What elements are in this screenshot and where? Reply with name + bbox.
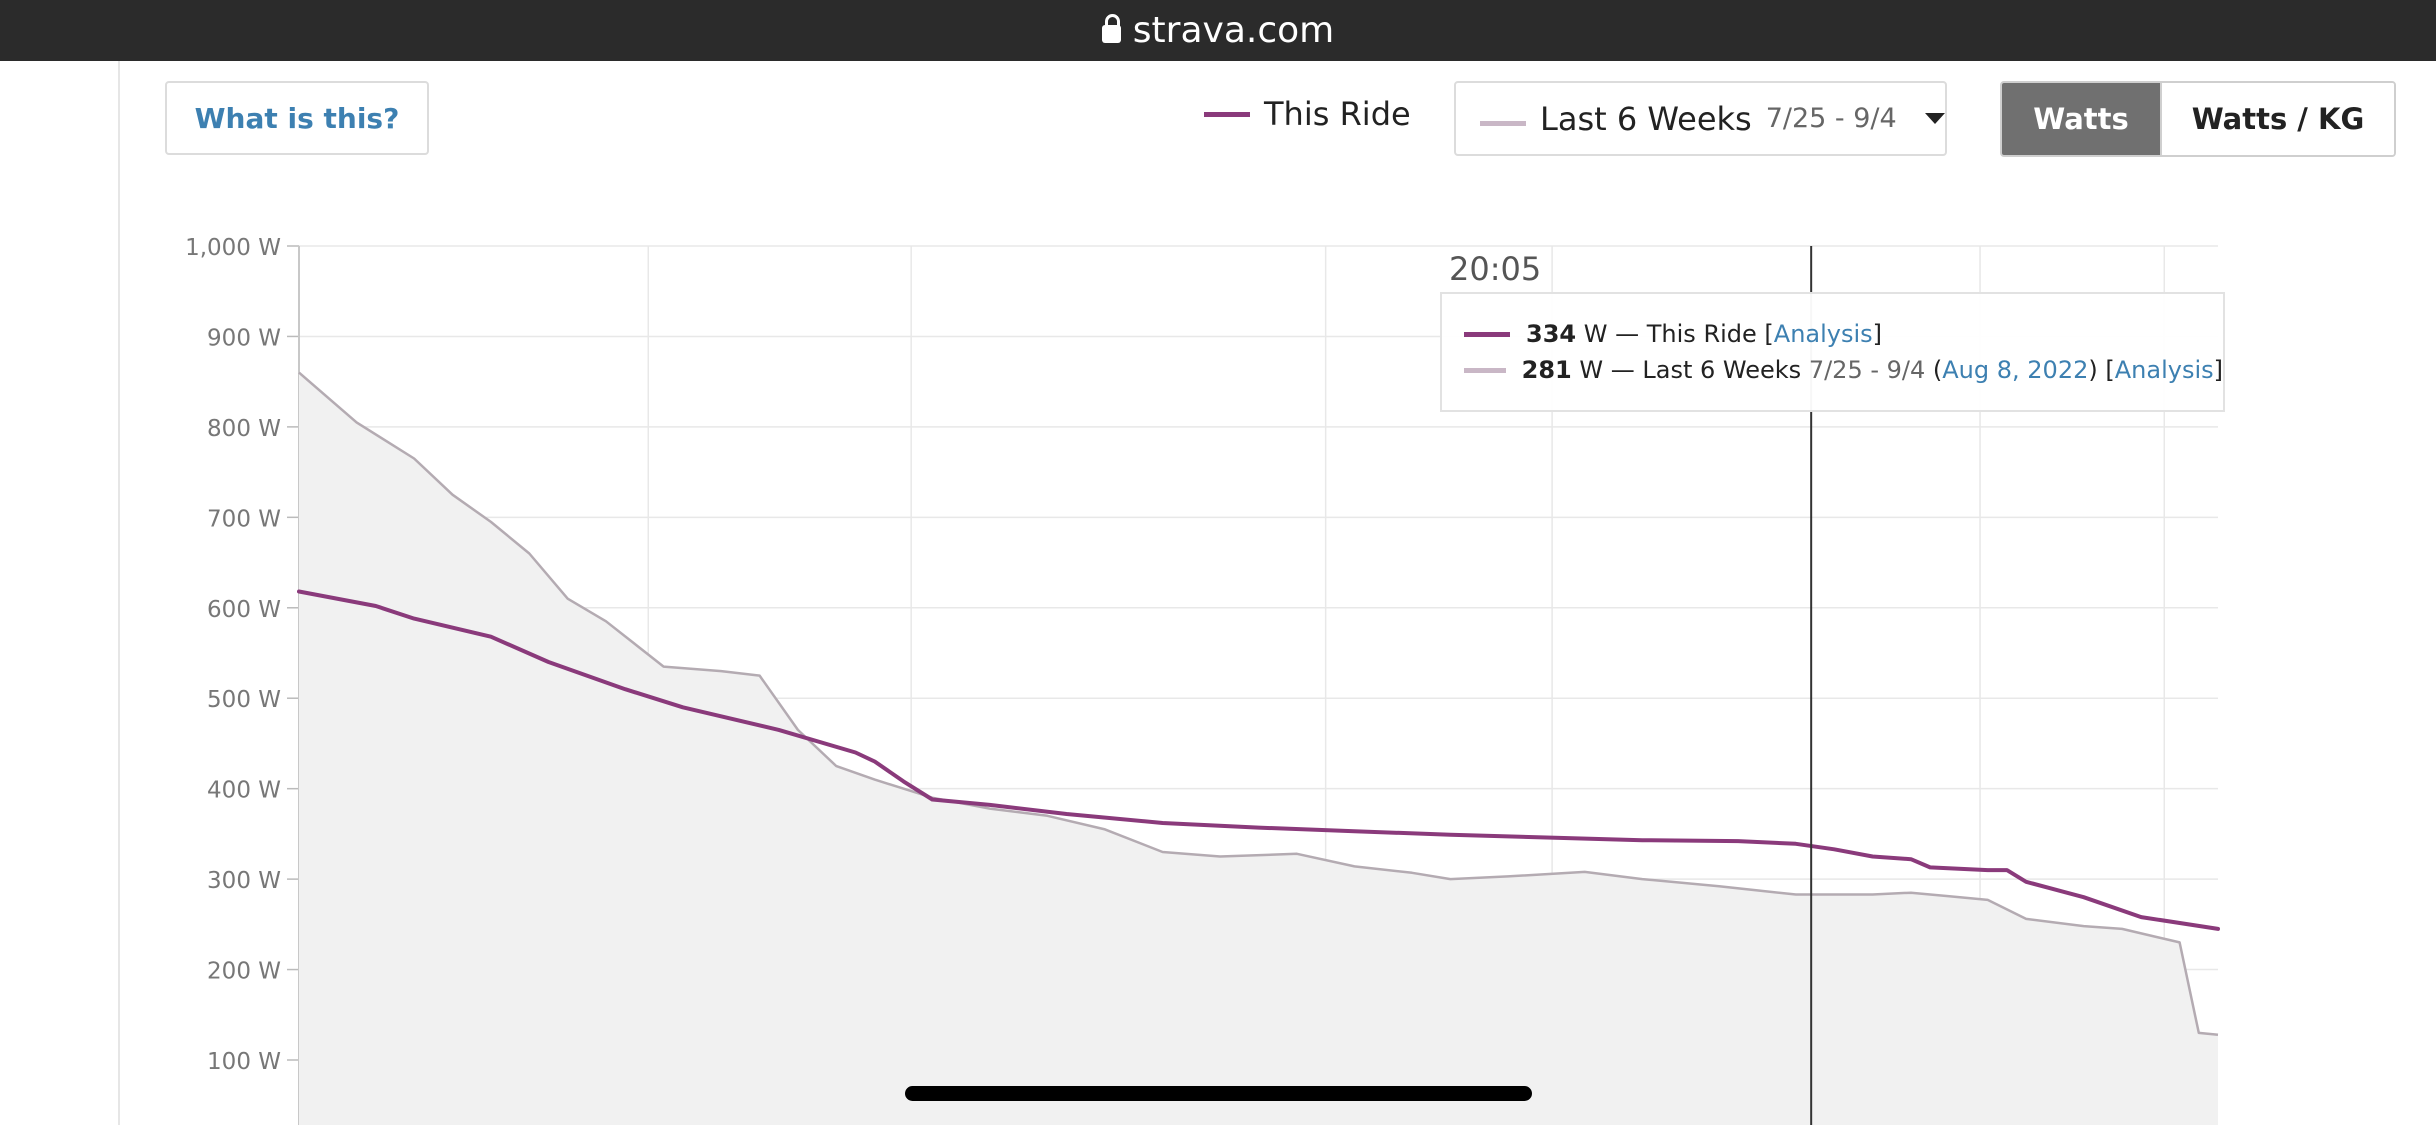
y-tick-label: 1,000 W bbox=[185, 235, 281, 261]
period-dropdown[interactable]: Last 6 Weeks 7/25 - 9/4 bbox=[1454, 81, 1947, 156]
tooltip-dash: — bbox=[1610, 356, 1635, 384]
last-weeks-swatch-icon bbox=[1464, 367, 1506, 373]
y-tick-label: 500 W bbox=[207, 687, 281, 713]
legend-this-ride: This Ride bbox=[1204, 95, 1411, 133]
what-is-this-button[interactable]: What is this? bbox=[165, 81, 429, 155]
tooltip-row-this-ride: 334 W — This Ride [Analysis] bbox=[1464, 316, 2223, 352]
this-ride-swatch-icon bbox=[1464, 331, 1510, 337]
period-range: 7/25 - 9/4 bbox=[1765, 103, 1897, 134]
tooltip-range: 7/25 - 9/4 bbox=[1808, 356, 1926, 384]
tooltip-dash: — bbox=[1615, 320, 1640, 348]
y-tick-label: 100 W bbox=[207, 1049, 281, 1075]
this-ride-swatch-icon bbox=[1204, 111, 1250, 117]
browser-bar: strava.com bbox=[0, 0, 2436, 61]
y-tick-label: 600 W bbox=[207, 597, 281, 623]
lock-icon bbox=[1101, 13, 1121, 43]
units-toggle: Watts Watts / KG bbox=[2000, 81, 2396, 157]
analysis-link[interactable]: Analysis bbox=[1773, 320, 1873, 348]
chart-tooltip: 334 W — This Ride [Analysis] 281 W — Las… bbox=[1440, 292, 2225, 412]
watts-per-kg-toggle-button[interactable]: Watts / KG bbox=[2160, 83, 2394, 155]
y-tick-label: 300 W bbox=[207, 868, 281, 894]
chevron-down-icon bbox=[1924, 113, 1945, 124]
analysis-link[interactable]: Analysis bbox=[2114, 356, 2214, 384]
tooltip-this-ride-label: This Ride bbox=[1646, 320, 1757, 348]
last-weeks-swatch-icon bbox=[1480, 121, 1526, 126]
last-6-weeks-area bbox=[299, 372, 2218, 1125]
y-tick-label: 200 W bbox=[207, 959, 281, 985]
legend-this-ride-label: This Ride bbox=[1264, 95, 1411, 133]
this-ride-line bbox=[297, 589, 2220, 931]
y-tick-label: 400 W bbox=[207, 778, 281, 804]
cursor-time-label: 20:05 bbox=[1449, 250, 1542, 288]
y-tick-label: 800 W bbox=[207, 416, 281, 442]
tooltip-unit: W bbox=[1583, 320, 1608, 348]
tooltip-last-weeks-value: 281 bbox=[1521, 356, 1572, 384]
tooltip-this-ride-value: 334 bbox=[1526, 320, 1577, 348]
watts-toggle-button[interactable]: Watts bbox=[2002, 83, 2160, 155]
y-tick-label: 700 W bbox=[207, 506, 281, 532]
tooltip-row-last-weeks: 281 W — Last 6 Weeks 7/25 - 9/4 (Aug 8, … bbox=[1464, 352, 2223, 388]
url-text: strava.com bbox=[1132, 10, 1335, 51]
left-divider bbox=[118, 61, 120, 1125]
last-6-weeks-line bbox=[298, 371, 2219, 1036]
best-date-link[interactable]: Aug 8, 2022 bbox=[1942, 356, 2089, 384]
period-label: Last 6 Weeks bbox=[1540, 99, 1752, 138]
tooltip-last-weeks-label: Last 6 Weeks bbox=[1642, 356, 1802, 384]
tooltip-unit: W bbox=[1579, 356, 1604, 384]
y-tick-label: 900 W bbox=[207, 325, 281, 351]
home-indicator bbox=[905, 1086, 1532, 1101]
url-display[interactable]: strava.com bbox=[1101, 10, 1335, 51]
